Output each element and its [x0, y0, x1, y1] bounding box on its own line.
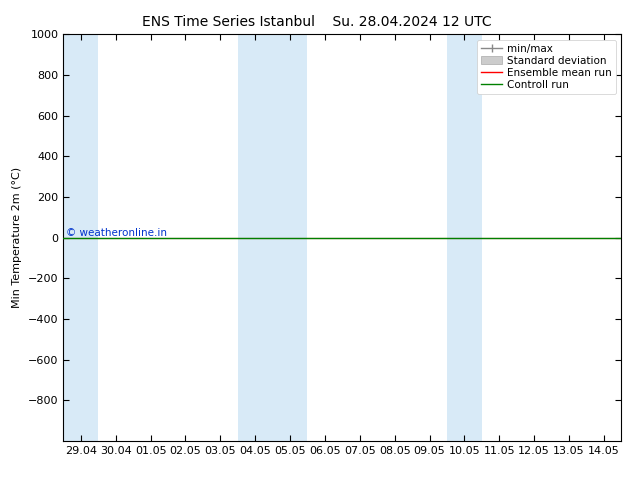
Legend: min/max, Standard deviation, Ensemble mean run, Controll run: min/max, Standard deviation, Ensemble me… [477, 40, 616, 94]
Text: ENS Time Series Istanbul    Su. 28.04.2024 12 UTC: ENS Time Series Istanbul Su. 28.04.2024 … [142, 15, 492, 29]
Y-axis label: Min Temperature 2m (°C): Min Temperature 2m (°C) [13, 167, 22, 308]
Bar [447, 34, 482, 441]
Bar [238, 34, 307, 441]
Text: © weatheronline.in: © weatheronline.in [66, 228, 167, 238]
Bar [63, 34, 98, 441]
